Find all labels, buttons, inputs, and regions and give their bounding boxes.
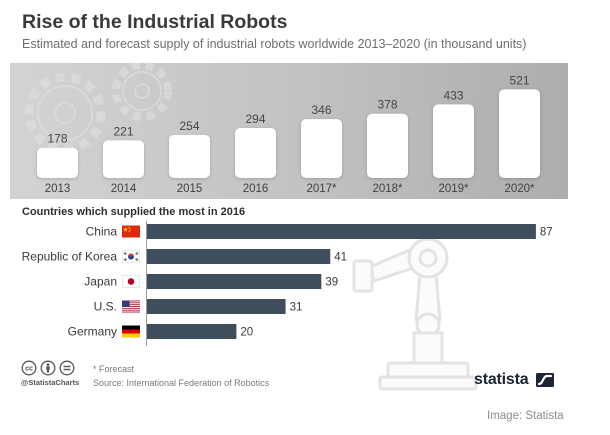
supply-value-label: 433 — [443, 88, 463, 102]
by-icon — [40, 360, 56, 376]
china-flag-icon — [122, 225, 140, 238]
robot-arm-illustration — [352, 237, 478, 391]
country-bar — [147, 274, 322, 289]
country-value-label: 39 — [325, 277, 338, 289]
supply-bar — [37, 147, 78, 178]
supply-value-label: 221 — [113, 124, 133, 138]
country-label: Japan — [84, 275, 117, 289]
chart-title: Rise of the Industrial Robots — [22, 11, 288, 33]
supply-value-label: 254 — [179, 119, 199, 133]
supply-value-label: 378 — [377, 98, 397, 112]
country-value-label: 31 — [290, 302, 303, 314]
country-bar — [147, 299, 286, 314]
country-bars: China 87 Republic of Korea 41 Japan 39 U.S. 31 G… — [22, 224, 553, 339]
statista-logo: statista — [474, 371, 529, 388]
license-icons: cc — [21, 360, 75, 376]
forecast-note: * Forecast — [93, 364, 135, 374]
chart-subtitle: Estimated and forecast supply of industr… — [22, 37, 527, 51]
supply-bar — [367, 113, 408, 178]
year-label: 2014 — [111, 183, 137, 195]
country-label: China — [86, 225, 118, 239]
country-bar — [147, 324, 237, 339]
twitter-handle: @StatistaCharts — [21, 378, 80, 387]
country-value-label: 87 — [540, 227, 553, 239]
japan-flag-icon — [122, 275, 140, 288]
supply-bar — [499, 89, 540, 178]
supply-chart: 178 2013 221 2014 254 2015 294 2016 346 2017* 378 2… — [24, 63, 540, 195]
supply-value-label: 521 — [509, 73, 529, 87]
year-label: 2020* — [504, 183, 535, 195]
supply-bar — [301, 119, 342, 178]
country-bar — [147, 224, 536, 239]
supply-bar — [235, 128, 276, 178]
country-bar — [147, 249, 331, 264]
year-label: 2017* — [306, 183, 337, 195]
country-label: U.S. — [94, 300, 117, 314]
country-label: Republic of Korea — [22, 250, 118, 264]
nd-icon — [59, 360, 75, 376]
year-label: 2019* — [438, 183, 469, 195]
country-value-label: 20 — [240, 327, 253, 339]
country-label: Germany — [68, 325, 117, 339]
supply-value-label: 178 — [47, 132, 67, 146]
country-chart: China 87 Republic of Korea 41 Japan 39 U.S. 31 G… — [22, 221, 553, 346]
supply-value-label: 294 — [245, 112, 265, 126]
year-label: 2015 — [177, 183, 203, 195]
us-flag-icon — [122, 300, 140, 313]
image-credit-caption: Image: Statista — [487, 410, 564, 422]
year-label: 2018* — [372, 183, 403, 195]
cc-icon: cc — [21, 360, 37, 376]
section-title: Countries which supplied the most in 201… — [22, 206, 246, 218]
statista-logo-icon — [536, 373, 554, 387]
supply-bar — [103, 140, 144, 178]
germany-flag-icon — [122, 325, 140, 338]
year-label: 2013 — [45, 183, 71, 195]
source-note: Source: International Federation of Robo… — [93, 378, 270, 388]
supply-bar — [169, 134, 210, 178]
country-value-label: 41 — [334, 252, 347, 264]
supply-value-label: 346 — [311, 103, 331, 117]
south-korea-flag-icon — [122, 250, 140, 263]
supply-bars: 178 2013 221 2014 254 2015 294 2016 346 2017* 378 2… — [37, 73, 540, 195]
year-label: 2016 — [243, 183, 269, 195]
cc-icon-text: cc — [25, 365, 33, 372]
supply-bar — [433, 104, 474, 178]
chart-band-background — [10, 63, 568, 199]
